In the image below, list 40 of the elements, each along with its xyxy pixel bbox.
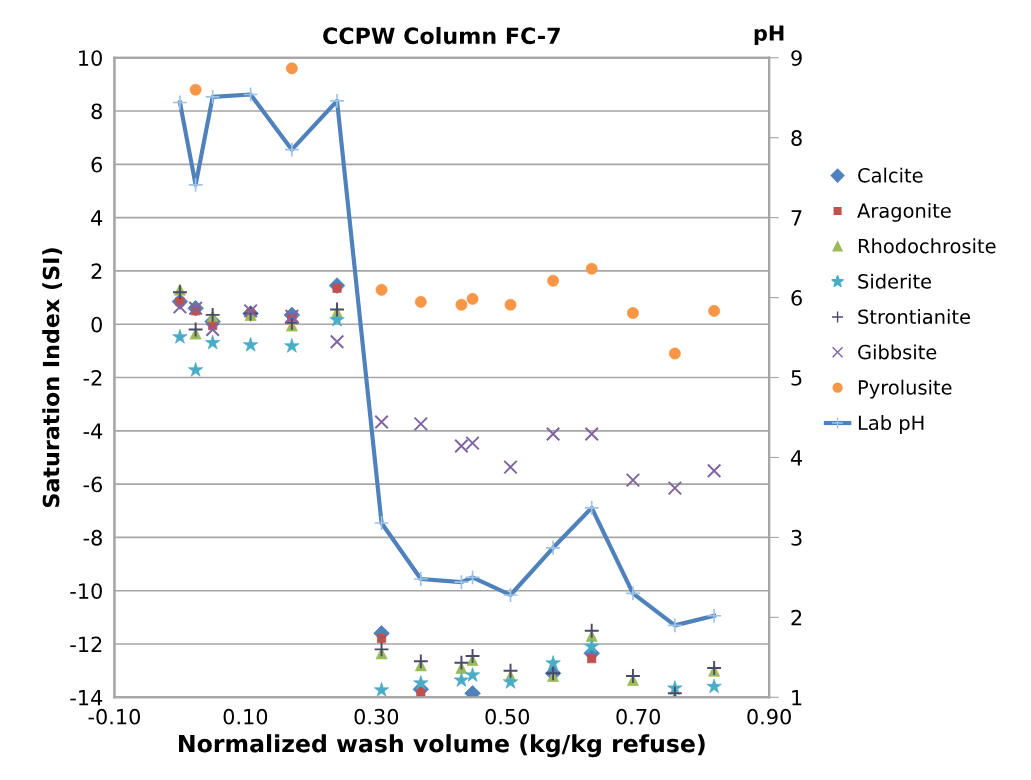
legend-label: Pyrolusite	[858, 379, 952, 399]
y2-tick-label: 2	[791, 609, 802, 626]
chart-title: CCPW Column FC-7	[323, 26, 560, 45]
y-tick-label: 10	[79, 50, 102, 66]
y-tick-label: 4	[91, 210, 103, 226]
y2-tick-label: 9	[791, 50, 802, 66]
y2-tick-label: 7	[791, 210, 802, 226]
x-tick-label: 0.50	[485, 708, 530, 725]
legend-label: Strontianite	[858, 309, 970, 325]
y-tick-label: 0	[91, 316, 102, 333]
x-tick-label: 0.30	[354, 708, 399, 725]
y2-tick-label: 1	[792, 690, 802, 706]
x-axis-title: Normalized wash volume (kg/kg refuse)	[179, 734, 705, 758]
y2-tick-label: 5	[791, 370, 802, 386]
legend-label: Gibbsite	[858, 344, 937, 360]
y-axis-title: Saturation Index (SI)	[42, 248, 63, 508]
x-tick-label: 0.10	[223, 708, 268, 725]
legend-label: Calcite	[858, 167, 923, 183]
y-tick-label: -2	[83, 369, 102, 386]
y-tick-label: -4	[83, 423, 103, 439]
y-tick-label: -12	[70, 636, 102, 652]
x-tick-label: -0.10	[88, 708, 141, 725]
y-tick-label: -6	[83, 476, 103, 493]
y-tick-label: -8	[83, 529, 102, 546]
legend-label: Rhodochrosite	[858, 238, 996, 254]
y-tick-label: 2	[91, 263, 102, 279]
x-tick-label: 0.90	[747, 708, 791, 725]
y2-tick-label: 4	[790, 450, 803, 466]
x-tick-label: 0.70	[616, 708, 660, 725]
y-tick-label: -14	[70, 690, 103, 706]
y2-tick-label: 8	[791, 130, 802, 146]
y-tick-label: -10	[70, 583, 102, 599]
legend-label: Aragonite	[857, 202, 951, 222]
y-tick-label: 8	[91, 103, 102, 120]
y2-tick-label: 6	[791, 290, 802, 306]
legend-label: Lab pH	[858, 415, 924, 434]
legend-label: Siderite	[858, 273, 932, 289]
y2-tick-label: 3	[791, 529, 802, 546]
y-tick-label: 6	[91, 156, 103, 173]
y2-axis-title: pH	[754, 25, 784, 45]
